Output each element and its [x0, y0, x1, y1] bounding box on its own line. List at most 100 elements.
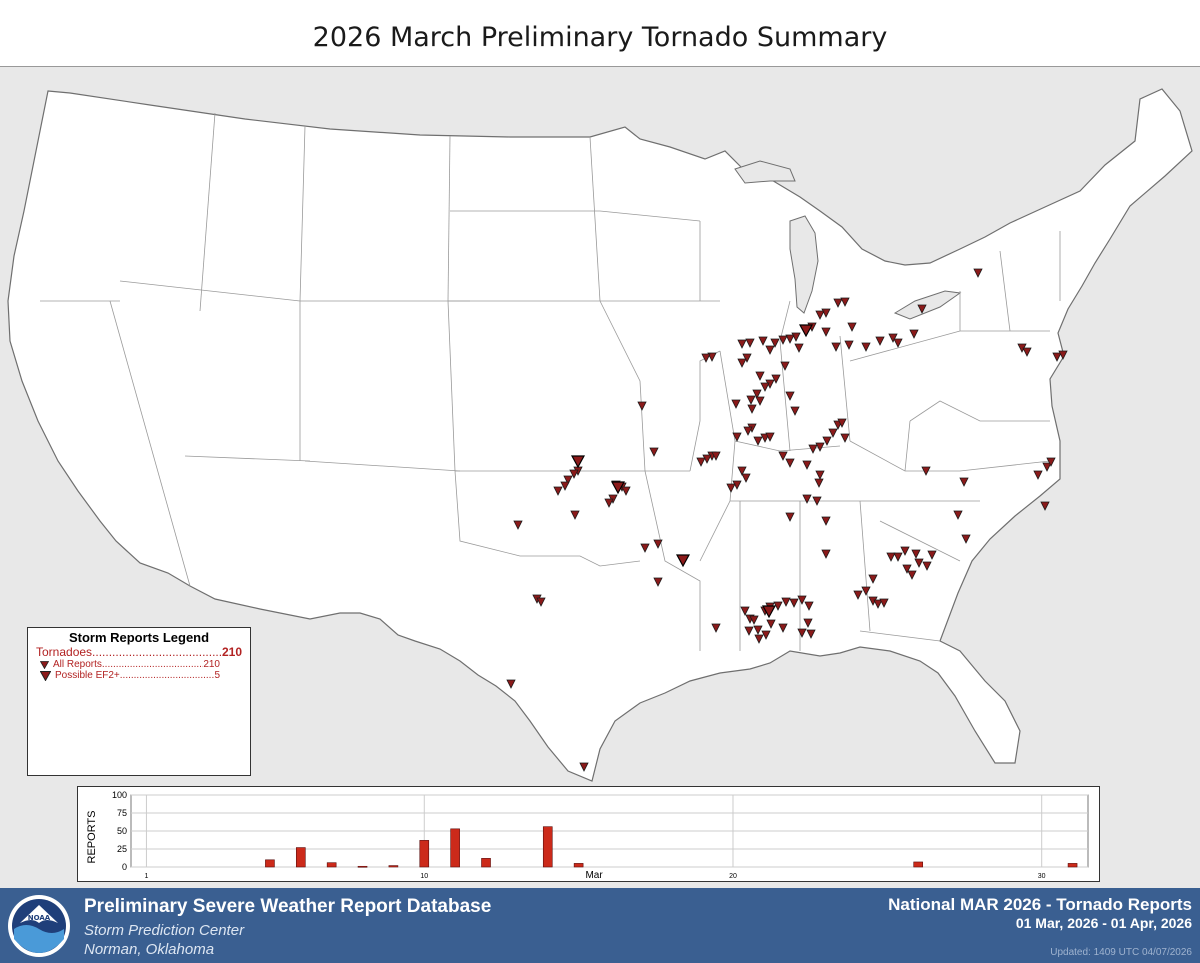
tornado-report-marker [637, 401, 647, 411]
tornado-report-marker [753, 625, 763, 635]
tornado-report-marker [742, 353, 752, 363]
x-tick-labels: 1 10 Mar 20 30 [144, 870, 1045, 881]
tornado-report-marker [806, 629, 816, 639]
histogram-bar [326, 862, 337, 868]
y-axis-label: REPORTS [86, 811, 98, 864]
tornado-report-marker [536, 597, 546, 607]
state-boundary [109, 300, 191, 587]
tornado-report-marker [973, 268, 983, 278]
y-tick-labels: 0 25 50 75 100 [112, 790, 127, 872]
tornado-report-marker [822, 436, 832, 446]
tornado-report-marker [907, 570, 917, 580]
legend-title: Storm Reports Legend [68, 630, 210, 645]
tornado-report-marker [790, 406, 800, 416]
state-boundary [447, 135, 451, 302]
tornado-report-marker [785, 458, 795, 468]
report-marker-icon [40, 660, 49, 669]
tornado-report-marker [778, 335, 788, 345]
tornado-report-marker [1052, 352, 1062, 362]
tornado-report-marker [702, 454, 712, 464]
tornado-report-marker [569, 469, 579, 479]
tornado-report-marker [953, 510, 963, 520]
y-tick-label: 50 [117, 826, 127, 836]
legend-dots: ........................................… [119, 670, 215, 681]
tornado-report-marker [789, 598, 799, 608]
footer-org: Storm Prediction Center [84, 922, 245, 939]
tornado-report-marker [781, 597, 791, 607]
tornado-report-marker [821, 549, 831, 559]
tornado-report-marker [732, 480, 742, 490]
legend-all-reports-label: All Reports [53, 659, 102, 670]
tornado-report-marker [902, 564, 912, 574]
lake-michigan [789, 215, 819, 314]
tornado-report-marker [808, 444, 818, 454]
tornado-report-marker [701, 353, 711, 363]
tornado-report-marker [815, 470, 825, 480]
tornado-report-marker [760, 382, 770, 392]
tornado-report-marker [506, 679, 516, 689]
state-boundary [184, 455, 311, 462]
tornado-report-marker [696, 457, 706, 467]
tornado-report-marker [873, 599, 883, 609]
tornado-report-marker [861, 342, 871, 352]
tornado-report-marker [765, 345, 775, 355]
tornado-report-marker [785, 334, 795, 344]
tornado-report-marker [794, 343, 804, 353]
y-tick-label: 100 [112, 790, 127, 800]
tornado-report-marker [755, 371, 765, 381]
footer-banner: NOAA Preliminary Severe Weather Report D… [0, 888, 1200, 963]
noaa-logo-text: NOAA [28, 914, 51, 922]
tornado-report-marker [732, 432, 742, 442]
tornado-report-marker [754, 634, 764, 644]
tornado-report-marker [844, 340, 854, 350]
tornado-report-marker [804, 601, 814, 611]
tornado-report-marker [737, 466, 747, 476]
tornado-report-marker [760, 433, 770, 443]
tornado-report-marker [802, 494, 812, 504]
tornado-report-marker [815, 442, 825, 452]
histogram-bar [388, 865, 399, 868]
tornado-report-marker [875, 336, 885, 346]
ef2-marker-icon [40, 670, 51, 681]
tornado-report-marker [743, 426, 753, 436]
legend-dots: ........................................… [101, 659, 203, 670]
histogram-bar [542, 826, 553, 868]
tornado-report-marker [640, 543, 650, 553]
state-boundary [454, 470, 641, 567]
tornado-report-marker [649, 447, 659, 457]
tornado-report-marker [812, 496, 822, 506]
tornado-report-marker [785, 391, 795, 401]
y-tick-label: 25 [117, 844, 127, 854]
tornado-report-marker [711, 451, 721, 461]
tornado-report-marker [893, 552, 903, 562]
tornado-report-marker [814, 478, 824, 488]
ef2-report-marker [798, 324, 814, 338]
tornado-report-marker [922, 561, 932, 571]
tornado-report-marker [797, 628, 807, 638]
tornado-report-marker [828, 428, 838, 438]
histogram-bar [481, 858, 491, 868]
legend-ef2-row: Possible EF2+ ..........................… [40, 670, 220, 681]
tornado-report-marker [1046, 457, 1056, 467]
tornado-report-marker [840, 433, 850, 443]
state-boundary [779, 340, 791, 452]
tornado-report-marker [914, 558, 924, 568]
legend-tornadoes-count: 210 [221, 645, 242, 659]
tornado-report-marker [749, 615, 759, 625]
state-boundary [599, 300, 646, 472]
ef2-report-marker [675, 554, 691, 568]
us-outline [7, 88, 1193, 782]
lake-superior [734, 160, 796, 184]
state-boundary [644, 470, 701, 651]
tornado-report-marker [847, 322, 857, 332]
y-tick-label: 75 [117, 808, 127, 818]
tornado-report-marker [753, 436, 763, 446]
footer-location: Norman, Oklahoma [84, 941, 215, 958]
footer-updated: Updated: 1409 UTC 04/07/2026 [1050, 947, 1192, 958]
footer-summary: National MAR 2026 - Tornado Reports [888, 895, 1192, 914]
tornado-report-marker [726, 483, 736, 493]
tornado-report-marker [653, 577, 663, 587]
state-boundary [447, 300, 456, 472]
tornado-report-marker [886, 552, 896, 562]
state-boundary [599, 210, 701, 222]
